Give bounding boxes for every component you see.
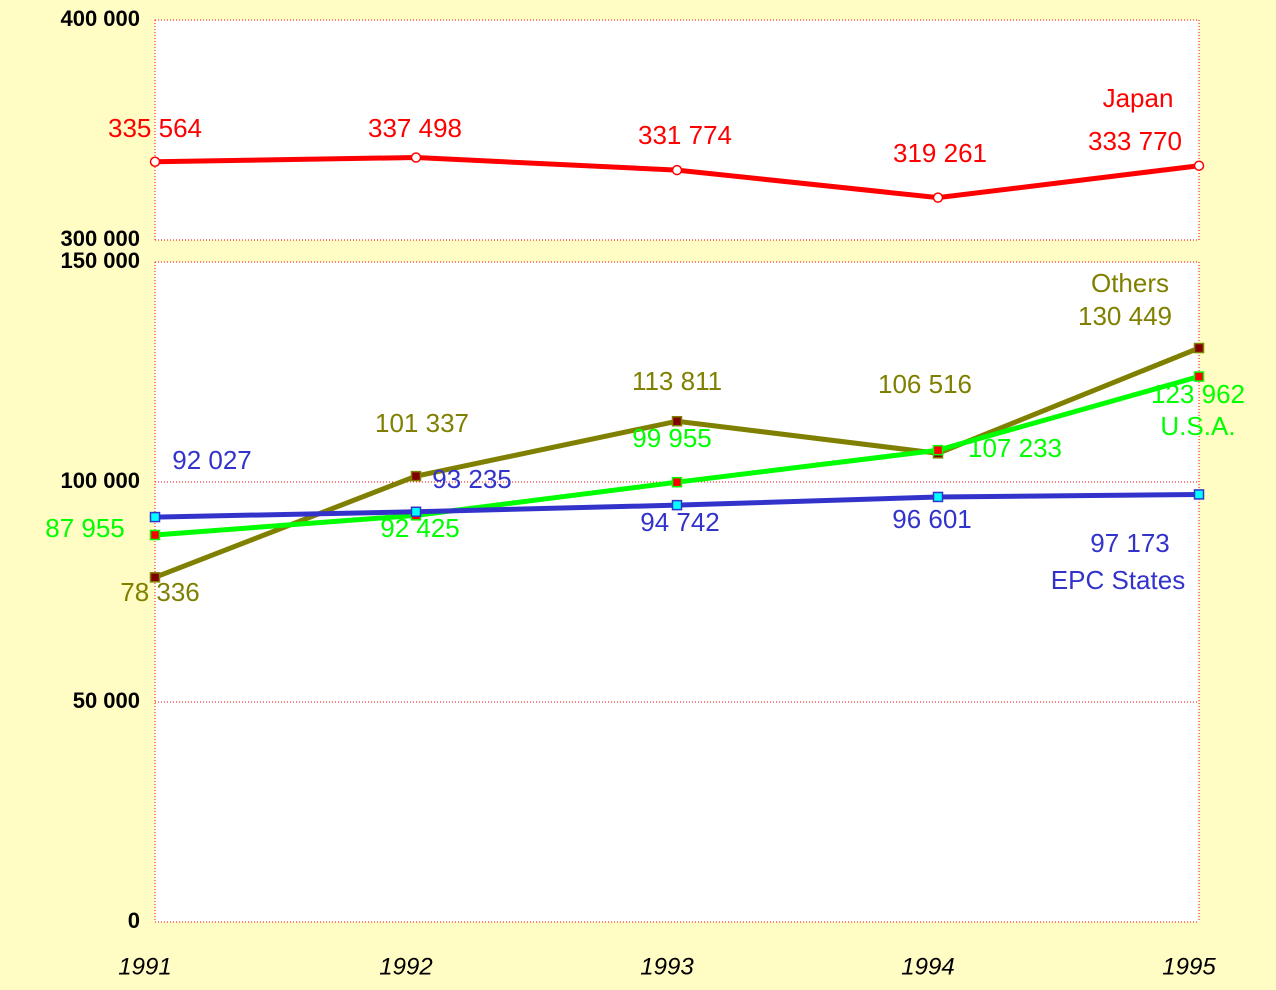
data-label: 107 233 <box>968 433 1062 463</box>
data-label: 94 742 <box>640 507 720 537</box>
marker <box>671 164 683 176</box>
marker <box>410 152 422 163</box>
x-tick-label: 1993 <box>640 953 694 980</box>
series-name: Japan <box>1103 83 1174 113</box>
data-label: 130 449 <box>1078 301 1172 331</box>
data-label: 92 425 <box>380 513 460 543</box>
marker <box>671 415 683 427</box>
marker <box>149 511 161 523</box>
data-label: 331 774 <box>638 120 732 150</box>
marker <box>671 476 683 488</box>
y-tick-label: 100 000 <box>60 468 140 493</box>
y-tick-label: 0 <box>128 908 140 933</box>
data-label: 92 027 <box>172 445 252 475</box>
marker <box>1193 371 1205 382</box>
y-tick-label: 300 000 <box>60 226 140 251</box>
marker <box>410 470 422 482</box>
marker <box>149 156 161 168</box>
x-tick-label: 1992 <box>379 953 432 980</box>
marker <box>149 529 161 541</box>
data-label: 93 235 <box>432 464 512 494</box>
x-tick-label: 1995 <box>1162 953 1216 980</box>
marker <box>932 491 944 503</box>
marker <box>932 192 944 203</box>
data-label: 78 336 <box>120 577 200 607</box>
series-name: Others <box>1091 268 1169 298</box>
data-label: 101 337 <box>375 408 469 438</box>
data-label: 319 261 <box>893 138 987 168</box>
marker <box>410 506 422 518</box>
y-tick-label: 50 000 <box>73 688 140 713</box>
data-label: 123 962 <box>1151 379 1245 409</box>
y-tick-label: 400 000 <box>60 6 140 31</box>
data-label: 335 564 <box>108 113 202 143</box>
x-tick-label: 1994 <box>901 953 954 980</box>
data-label: 97 173 <box>1090 528 1170 558</box>
data-label: 113 811 <box>632 366 722 396</box>
marker <box>1193 342 1205 354</box>
marker <box>1193 160 1205 171</box>
data-label: 87 955 <box>45 513 125 543</box>
y-tick-label: 150 000 <box>60 248 140 273</box>
data-label: 333 770 <box>1088 126 1182 156</box>
marker <box>671 499 683 511</box>
data-label: 99 955 <box>632 423 712 453</box>
marker <box>932 444 944 456</box>
series-name: U.S.A. <box>1160 411 1235 441</box>
data-label: 337 498 <box>368 113 462 143</box>
marker <box>149 572 161 583</box>
upper-plot-area <box>155 20 1199 240</box>
x-tick-label: 1991 <box>118 953 171 980</box>
data-label: 106 516 <box>878 369 972 399</box>
marker <box>1193 489 1205 500</box>
lower-plot-area <box>155 262 1199 922</box>
plot-borders <box>154 20 1200 922</box>
data-label: 96 601 <box>892 504 972 534</box>
series-name: EPC States <box>1051 565 1185 595</box>
